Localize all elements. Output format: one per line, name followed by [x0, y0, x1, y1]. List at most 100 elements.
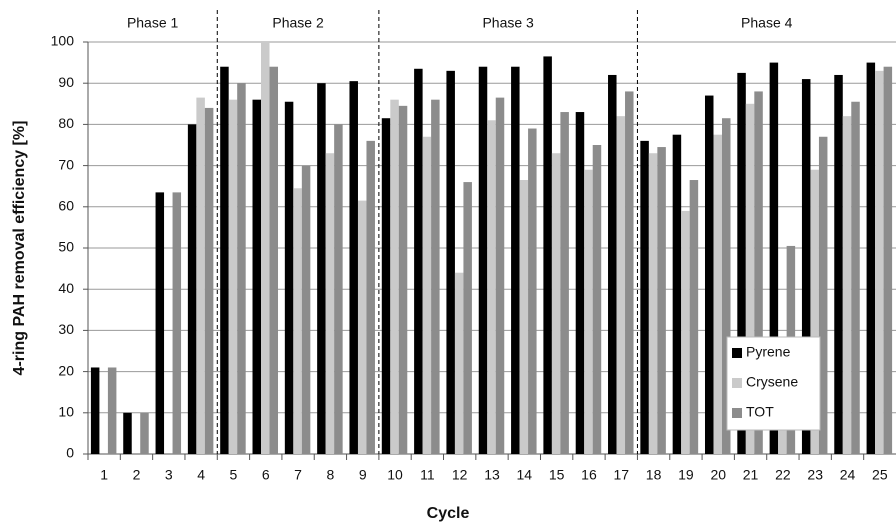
bar [334, 124, 343, 455]
bar [478, 66, 488, 454]
bar [107, 367, 117, 454]
x-tick-label: 2 [133, 467, 141, 483]
y-tick-label: 100 [51, 33, 75, 49]
bar [140, 412, 149, 454]
bar [625, 91, 634, 454]
bar [366, 140, 375, 454]
bar [875, 70, 884, 454]
bar [754, 91, 763, 454]
bar [575, 112, 585, 454]
legend-box [726, 336, 821, 431]
legend-label: TOT [746, 404, 774, 420]
x-tick-label: 5 [230, 467, 238, 483]
bar [414, 68, 423, 454]
legend-label: Pyrene [746, 344, 791, 360]
bar [252, 99, 262, 455]
x-tick-label: 24 [840, 467, 856, 483]
bar [220, 66, 229, 454]
bar [325, 153, 335, 455]
bar [801, 79, 811, 454]
x-tick-label: 7 [294, 467, 302, 483]
bar [672, 134, 682, 454]
x-tick-label: 19 [678, 467, 694, 483]
y-tick-label: 40 [58, 280, 74, 296]
x-tick-label: 11 [420, 467, 435, 483]
bar [293, 188, 302, 454]
bar [689, 180, 699, 454]
bar [810, 169, 819, 454]
bar [713, 134, 722, 454]
bar [398, 105, 408, 455]
y-axis-title: 4-ring PAH removal efficiency [%] [11, 121, 28, 376]
x-axis-title: Cycle [427, 505, 470, 522]
x-tick-label: 16 [581, 467, 597, 483]
phase-label: Phase 4 [741, 15, 793, 31]
bar [842, 116, 852, 454]
bar [261, 42, 270, 454]
x-tick-label: 13 [484, 467, 500, 483]
bar [317, 83, 326, 454]
bar [681, 210, 690, 454]
bar [90, 367, 100, 454]
y-tick-label: 20 [58, 362, 74, 378]
x-tick-label: 10 [387, 467, 403, 483]
x-tick-label: 6 [262, 467, 270, 483]
x-tick-label: 3 [165, 467, 173, 483]
y-tick-label: 50 [58, 239, 74, 255]
bar [737, 72, 746, 455]
x-tick-label: 12 [452, 467, 468, 483]
x-tick-label: 8 [327, 467, 335, 483]
bar [487, 120, 496, 454]
bar [228, 99, 238, 455]
bar [357, 200, 367, 454]
bar [818, 136, 828, 454]
bar [454, 272, 464, 454]
bar [560, 112, 569, 454]
bar [648, 153, 658, 455]
x-tick-label: 18 [646, 467, 662, 483]
x-tick-label: 20 [710, 467, 726, 483]
bar [834, 74, 843, 455]
legend-swatch [732, 348, 742, 358]
bar [349, 81, 358, 454]
bar [446, 70, 455, 454]
bar [495, 97, 505, 455]
y-tick-label: 90 [58, 74, 74, 90]
x-tick-label: 23 [807, 467, 823, 483]
bar [851, 101, 860, 455]
bar [745, 103, 755, 455]
bar [584, 169, 593, 454]
bar [155, 192, 165, 454]
bar [381, 118, 391, 454]
bar [883, 66, 893, 454]
x-tick-label: 25 [872, 467, 888, 483]
x-tick-label: 22 [775, 467, 791, 483]
legend-swatch [732, 378, 742, 388]
y-tick-label: 80 [58, 115, 74, 131]
bar [543, 56, 552, 455]
bar [704, 95, 714, 454]
bar [640, 140, 649, 454]
bar [390, 99, 399, 455]
bar [269, 66, 279, 454]
bar [616, 116, 626, 454]
bar [172, 192, 182, 454]
bar [519, 180, 529, 454]
bar [778, 429, 787, 454]
x-tick-label: 15 [549, 467, 565, 483]
phase-label: Phase 3 [482, 15, 534, 31]
bar [196, 97, 205, 455]
y-tick-label: 60 [58, 198, 74, 214]
x-tick-label: 4 [197, 467, 205, 483]
bar [769, 62, 779, 454]
bar [463, 182, 472, 454]
phase-label: Phase 2 [272, 15, 324, 31]
bar [721, 118, 731, 454]
bar [528, 128, 537, 454]
bar [123, 412, 132, 454]
bar [237, 83, 246, 454]
bar [431, 99, 440, 455]
x-tick-label: 17 [613, 467, 629, 483]
y-tick-label: 10 [58, 404, 74, 420]
